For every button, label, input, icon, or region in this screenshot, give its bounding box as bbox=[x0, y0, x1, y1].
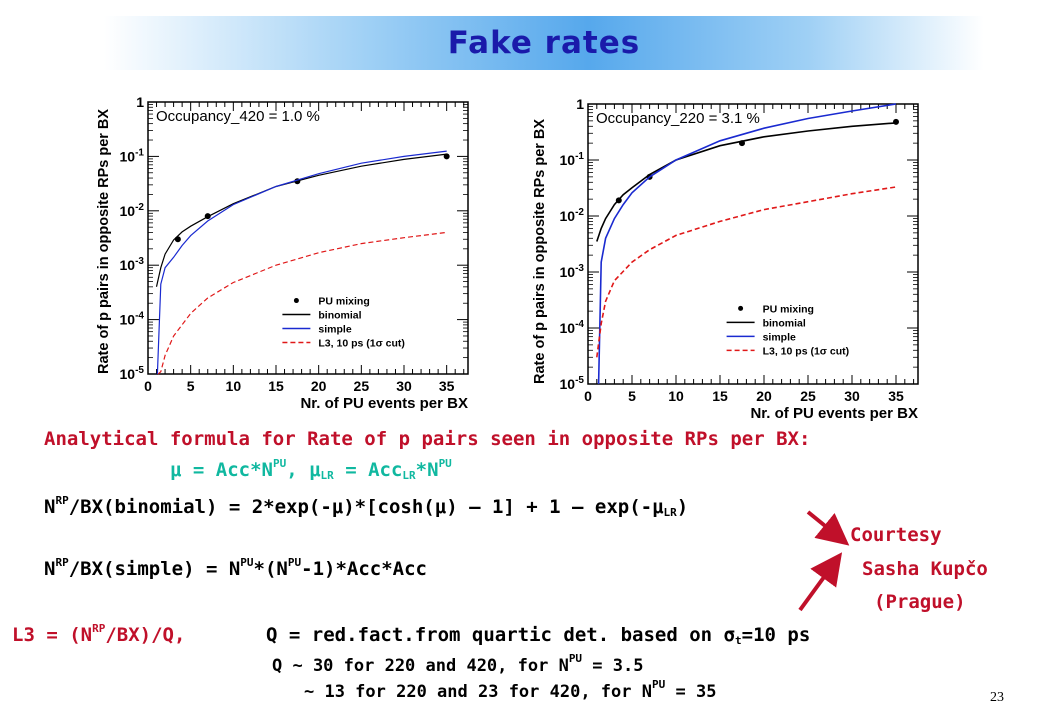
x-tick-label: 0 bbox=[584, 388, 592, 404]
x-tick-label: 5 bbox=[187, 378, 195, 394]
y-tick-label: 10-1 bbox=[560, 151, 585, 168]
legend-label: simple bbox=[318, 324, 351, 336]
series-line-simple bbox=[597, 103, 897, 385]
chart-occupancy-220: 0 5 10 15 20 25 30 35 1 10-1 10-2 10-3 10-4 10-5 Nr. o… bbox=[532, 96, 919, 422]
series-line-l3 bbox=[157, 231, 447, 375]
data-point-pu-mixing bbox=[443, 153, 450, 160]
page-number: 23 bbox=[990, 690, 1004, 705]
y-tick-label: 10-4 bbox=[560, 319, 585, 336]
x-tick-label: 10 bbox=[668, 388, 684, 404]
x-tick-label: 35 bbox=[439, 378, 455, 394]
legend-label: PU mixing bbox=[763, 303, 814, 315]
plot-frame bbox=[587, 103, 919, 385]
l3-formula: L3 = (NRP/BX)/Q, bbox=[12, 622, 186, 646]
series-line-l3 bbox=[596, 186, 897, 358]
x-axis-title: Nr. of PU events per BX bbox=[750, 405, 918, 422]
q-value-high-pu: ~ 13 for 220 and 23 for 420, for NPU = 3… bbox=[304, 678, 717, 702]
arrow-to-l3 bbox=[798, 552, 843, 612]
y-axis-title: Rate of p pairs in opposite RPs per BX bbox=[96, 109, 112, 374]
series-line-binomial bbox=[155, 153, 447, 287]
y-tick-label: 10-2 bbox=[120, 202, 145, 219]
x-axis-title: Nr. of PU events per BX bbox=[300, 395, 468, 412]
x-tick-label: 35 bbox=[888, 388, 904, 404]
page-title: Fake rates bbox=[447, 25, 641, 61]
y-tick-label: 1 bbox=[136, 94, 144, 110]
legend-label: simple bbox=[763, 331, 796, 343]
y-tick-label: 10-1 bbox=[120, 147, 145, 164]
chart-occupancy-420: 0 5 10 15 20 25 30 35 1 10-1 10-2 10-3 10-4 10-5 Nr. o… bbox=[96, 94, 469, 412]
legend-label: L3, 10 ps (1σ cut) bbox=[763, 345, 850, 357]
author-name: Sasha Kupčo bbox=[862, 558, 988, 580]
x-tick-label: 25 bbox=[800, 388, 816, 404]
x-tick-label: 15 bbox=[712, 388, 728, 404]
legend-label: binomial bbox=[318, 310, 361, 322]
x-tick-label: 0 bbox=[144, 378, 152, 394]
q-definition: Q = red.fact.from quartic det. based on … bbox=[266, 624, 811, 647]
x-tick-label: 10 bbox=[226, 378, 242, 394]
y-tick-label: 10-2 bbox=[560, 207, 585, 224]
legend-label: L3, 10 ps (1σ cut) bbox=[318, 338, 405, 350]
y-tick-label: 10-5 bbox=[120, 365, 145, 382]
x-tick-label: 5 bbox=[628, 388, 636, 404]
x-tick-label: 15 bbox=[268, 378, 284, 394]
formula-intro: Analytical formula for Rate of p pairs s… bbox=[44, 428, 811, 450]
y-tick-label: 1 bbox=[576, 96, 584, 112]
courtesy-label: Courtesy bbox=[850, 524, 942, 546]
plot-frame bbox=[147, 101, 469, 375]
x-tick-label: 30 bbox=[396, 378, 412, 394]
legend-label: PU mixing bbox=[318, 296, 369, 308]
y-tick-label: 10-5 bbox=[560, 375, 585, 392]
simple-formula: NRP/BX(simple) = NPU*(NPU-1)*Acc*Acc bbox=[44, 556, 427, 580]
y-tick-label: 10-4 bbox=[120, 311, 145, 328]
y-tick-label: 10-3 bbox=[120, 256, 145, 273]
x-tick-label: 20 bbox=[756, 388, 772, 404]
x-tick-label: 25 bbox=[354, 378, 370, 394]
author-affiliation: (Prague) bbox=[874, 591, 966, 613]
occupancy-annotation: Occupancy_220 = 3.1 % bbox=[596, 110, 760, 127]
series-line-simple bbox=[156, 150, 447, 375]
mu-definition: μ = Acc*NPU, μLR = AccLR*NPU bbox=[170, 457, 452, 482]
arrow-to-binomial bbox=[806, 510, 850, 546]
y-tick-label: 10-3 bbox=[560, 263, 585, 280]
y-axis-title: Rate of p pairs in opposite RPs per BX bbox=[532, 119, 548, 384]
legend-marker-pu-mixing bbox=[738, 305, 744, 311]
binomial-formula: NRP/BX(binomial) = 2*exp(-μ)*[cosh(μ) – … bbox=[44, 494, 689, 519]
x-tick-label: 20 bbox=[311, 378, 327, 394]
title-banner: Fake rates bbox=[104, 16, 984, 70]
x-tick-label: 30 bbox=[844, 388, 860, 404]
series-line-binomial bbox=[596, 122, 897, 242]
q-value-low-pu: Q ~ 30 for 220 and 420, for NPU = 3.5 bbox=[272, 652, 644, 676]
occupancy-annotation: Occupancy_420 = 1.0 % bbox=[156, 108, 320, 125]
legend-label: binomial bbox=[763, 317, 806, 329]
legend-marker-pu-mixing bbox=[293, 298, 299, 304]
